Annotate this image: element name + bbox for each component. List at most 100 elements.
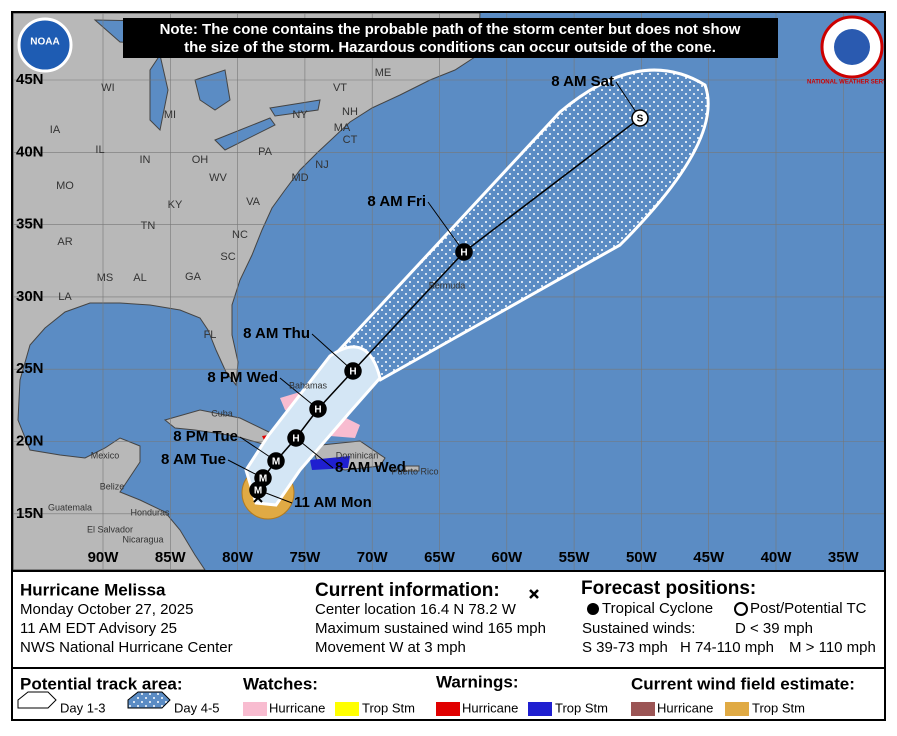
state-label: MA xyxy=(334,122,351,134)
place-label: Nicaragua xyxy=(122,534,163,544)
leader-line xyxy=(311,333,354,372)
position-marker xyxy=(287,429,305,447)
lon-label: 50W xyxy=(626,549,658,566)
position-symbol: H xyxy=(349,367,356,378)
lon-label: 90W xyxy=(88,549,120,566)
state-label: IN xyxy=(140,154,151,166)
nws-logo-center xyxy=(834,29,870,65)
place-label: Dominican xyxy=(336,450,379,460)
lat-label: 20N xyxy=(16,432,44,449)
s: S 39-73 mph xyxy=(582,639,668,656)
advisory: 11 AM EDT Advisory 25 xyxy=(20,620,177,637)
state-label: PA xyxy=(258,146,273,158)
position-symbol: S xyxy=(637,114,644,125)
day13: Day 1-3 xyxy=(60,700,106,715)
day45-swatch xyxy=(127,691,171,709)
lon-label: 55W xyxy=(559,549,591,566)
day13-swatch xyxy=(17,691,57,709)
lat-label: 35N xyxy=(16,216,44,233)
wind-ts-swatch xyxy=(725,702,749,716)
place-label: Honduras xyxy=(130,507,170,517)
max-wind: Maximum sustained wind 165 mph xyxy=(315,620,546,637)
h: H 74-110 mph xyxy=(680,639,774,656)
center: NWS National Hurricane Center xyxy=(20,639,233,656)
d: D < 39 mph xyxy=(735,620,813,637)
frame xyxy=(11,11,886,721)
place-label: Guatemala xyxy=(48,502,92,512)
lat-label: 25N xyxy=(16,360,44,377)
place-label: Puerto Rico xyxy=(391,466,438,476)
state-label: MO xyxy=(56,180,74,192)
state-label: LA xyxy=(58,291,72,303)
wind-ts: Trop Stm xyxy=(752,700,805,715)
state-label: SC xyxy=(220,251,235,263)
warn-ts-swatch xyxy=(528,702,552,716)
position-symbol: M xyxy=(272,457,280,468)
position-marker xyxy=(455,243,473,261)
position-symbol: M xyxy=(254,486,262,497)
lon-label: 40W xyxy=(761,549,793,566)
lon-label: 45W xyxy=(693,549,725,566)
noaa-logo xyxy=(17,17,73,73)
nws-logo-text: NATIONAL WEATHER SERVICE xyxy=(807,80,897,86)
track-title: Potential track area: xyxy=(20,674,183,693)
date: Monday October 27, 2025 xyxy=(20,601,193,618)
warn-hurricane: Hurricane xyxy=(462,700,518,715)
state-label: IA xyxy=(50,124,61,136)
lon-label: 60W xyxy=(491,549,523,566)
wind-hurricane: Hurricane xyxy=(657,700,713,715)
center-location: Center location 16.4 N 78.2 W xyxy=(315,601,517,618)
state-label: NC xyxy=(232,229,248,241)
forecast-title: Forecast positions: xyxy=(581,578,756,599)
state-label: FL xyxy=(204,329,217,341)
state-label: AR xyxy=(57,236,72,248)
place-label: Mexico xyxy=(91,450,120,460)
lon-label: 85W xyxy=(155,549,187,566)
sustained-winds: Sustained winds: xyxy=(582,620,695,637)
state-label: VT xyxy=(333,82,347,94)
position-label: 8 AM Fri xyxy=(367,193,426,210)
post-tc-icon xyxy=(734,602,748,616)
warn-hurricane-swatch xyxy=(436,702,460,716)
lon-label: 35W xyxy=(828,549,860,566)
lon-label: 75W xyxy=(289,549,321,566)
position-label: 8 PM Wed xyxy=(207,369,278,386)
place-label: El Salvador xyxy=(87,524,133,534)
position-symbol: M xyxy=(259,474,267,485)
place-label: Belize xyxy=(100,481,125,491)
state-label: NY xyxy=(292,109,308,121)
lon-label: 70W xyxy=(357,549,389,566)
state-label: ME xyxy=(375,67,392,79)
position-marker xyxy=(631,109,649,127)
state-label: WI xyxy=(101,82,114,94)
watch-hurricane: Hurricane xyxy=(269,700,325,715)
state-label: MS xyxy=(97,272,114,284)
movement: Movement W at 3 mph xyxy=(315,639,466,656)
position-symbol: H xyxy=(460,248,467,259)
post-tc: Post/Potential TC xyxy=(750,600,867,617)
position-marker xyxy=(309,400,327,418)
position-label: 8 AM Wed xyxy=(335,459,406,476)
position-label: 8 AM Thu xyxy=(243,325,310,342)
state-label: AL xyxy=(133,272,146,284)
watch-hurricane-swatch xyxy=(243,702,267,716)
lon-label: 80W xyxy=(222,549,254,566)
watch-ts: Trop Stm xyxy=(362,700,415,715)
m: M > 110 mph xyxy=(789,639,876,656)
state-label: WV xyxy=(209,172,227,184)
forecast-positions: M 11 AM Mon M 8 AM Tue M 8 PM Tue H 8 AM Wed H 8 … xyxy=(161,73,649,511)
lat-label: 30N xyxy=(16,288,44,305)
current-position-icon xyxy=(529,589,539,599)
state-label: VA xyxy=(246,196,261,208)
place-label: Bahamas xyxy=(289,380,328,390)
note: the size of the storm. Hazardous conditi… xyxy=(184,39,716,56)
position-symbol: H xyxy=(292,434,299,445)
noaa-logo-text: NOAA xyxy=(30,37,59,48)
lat-label: 45N xyxy=(16,71,44,88)
tropical-cyclone: Tropical Cyclone xyxy=(602,600,713,617)
watch-ts-swatch xyxy=(335,702,359,716)
note-box xyxy=(123,18,778,58)
state-label: MD xyxy=(291,172,308,184)
position-symbol: H xyxy=(314,405,321,416)
lon-label: 65W xyxy=(424,549,456,566)
